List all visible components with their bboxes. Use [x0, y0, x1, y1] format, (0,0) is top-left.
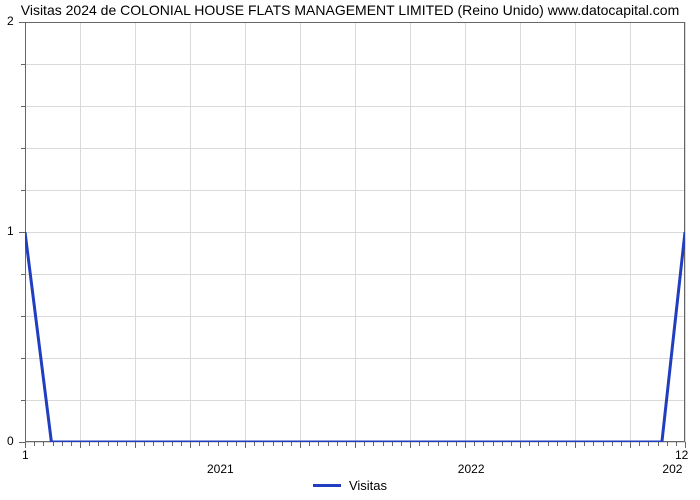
- x-tick-minor: [181, 442, 182, 446]
- x-tick-minor: [548, 442, 549, 446]
- x-tick-minor: [639, 442, 640, 446]
- x-tick-minor: [172, 442, 173, 446]
- x-tick-major: [520, 442, 521, 448]
- x-tick-minor: [511, 442, 512, 446]
- x-end-label: 12: [675, 448, 688, 462]
- x-tick-minor: [71, 442, 72, 446]
- x-tick-minor: [254, 442, 255, 446]
- x-tick-minor: [236, 442, 237, 446]
- x-tick-minor: [89, 442, 90, 446]
- legend-swatch: [313, 484, 341, 487]
- x-category-label: 2022: [458, 462, 485, 476]
- x-tick-minor: [337, 442, 338, 446]
- x-tick-minor: [392, 442, 393, 446]
- x-category-label: 202: [662, 462, 682, 476]
- x-tick-minor: [373, 442, 374, 446]
- x-tick-minor: [328, 442, 329, 446]
- x-tick-minor: [34, 442, 35, 446]
- x-tick-minor: [153, 442, 154, 446]
- x-tick-minor: [227, 442, 228, 446]
- chart-title: Visitas 2024 de COLONIAL HOUSE FLATS MAN…: [0, 2, 700, 18]
- x-tick-minor: [474, 442, 475, 446]
- x-tick-minor: [447, 442, 448, 446]
- y-tick-label: 2: [7, 14, 14, 28]
- grid-v: [685, 22, 686, 442]
- x-tick-minor: [291, 442, 292, 446]
- x-tick-minor: [364, 442, 365, 446]
- legend-label: Visitas: [349, 478, 387, 493]
- x-tick-minor: [309, 442, 310, 446]
- x-tick-major: [465, 442, 466, 448]
- x-tick-major: [355, 442, 356, 448]
- x-tick-minor: [667, 442, 668, 446]
- x-tick-minor: [144, 442, 145, 446]
- legend: Visitas: [0, 478, 700, 493]
- x-tick-minor: [273, 442, 274, 446]
- y-tick-label: 1: [7, 224, 14, 238]
- series-line: [25, 22, 685, 442]
- x-tick-minor: [53, 442, 54, 446]
- y-tick-label: 0: [7, 434, 14, 448]
- x-tick-minor: [428, 442, 429, 446]
- x-tick-major: [300, 442, 301, 448]
- x-tick-minor: [621, 442, 622, 446]
- x-tick-minor: [62, 442, 63, 446]
- x-tick-minor: [43, 442, 44, 446]
- x-tick-minor: [529, 442, 530, 446]
- x-tick-minor: [218, 442, 219, 446]
- x-tick-minor: [383, 442, 384, 446]
- x-tick-minor: [98, 442, 99, 446]
- x-tick-minor: [419, 442, 420, 446]
- x-tick-minor: [593, 442, 594, 446]
- x-tick-major: [630, 442, 631, 448]
- x-tick-minor: [566, 442, 567, 446]
- x-tick-minor: [108, 442, 109, 446]
- x-tick-minor: [557, 442, 558, 446]
- x-tick-minor: [603, 442, 604, 446]
- x-tick-minor: [612, 442, 613, 446]
- x-tick-minor: [346, 442, 347, 446]
- x-tick-minor: [208, 442, 209, 446]
- x-tick-minor: [263, 442, 264, 446]
- x-tick-minor: [117, 442, 118, 446]
- x-tick-major: [245, 442, 246, 448]
- x-tick-minor: [318, 442, 319, 446]
- x-tick-minor: [456, 442, 457, 446]
- x-tick-minor: [538, 442, 539, 446]
- x-tick-minor: [199, 442, 200, 446]
- x-tick-minor: [493, 442, 494, 446]
- x-tick-minor: [658, 442, 659, 446]
- x-category-label: 2021: [207, 462, 234, 476]
- x-tick-minor: [438, 442, 439, 446]
- x-tick-major: [80, 442, 81, 448]
- x-tick-minor: [502, 442, 503, 446]
- x-tick-minor: [401, 442, 402, 446]
- x-tick-minor: [126, 442, 127, 446]
- x-tick-major: [575, 442, 576, 448]
- x-tick-minor: [483, 442, 484, 446]
- x-start-label: 1: [22, 448, 29, 462]
- x-tick-major: [410, 442, 411, 448]
- x-tick-minor: [282, 442, 283, 446]
- plot-area: [25, 22, 685, 442]
- x-tick-major: [190, 442, 191, 448]
- x-tick-minor: [676, 442, 677, 446]
- x-tick-minor: [163, 442, 164, 446]
- x-tick-major: [135, 442, 136, 448]
- x-tick-minor: [584, 442, 585, 446]
- x-tick-minor: [648, 442, 649, 446]
